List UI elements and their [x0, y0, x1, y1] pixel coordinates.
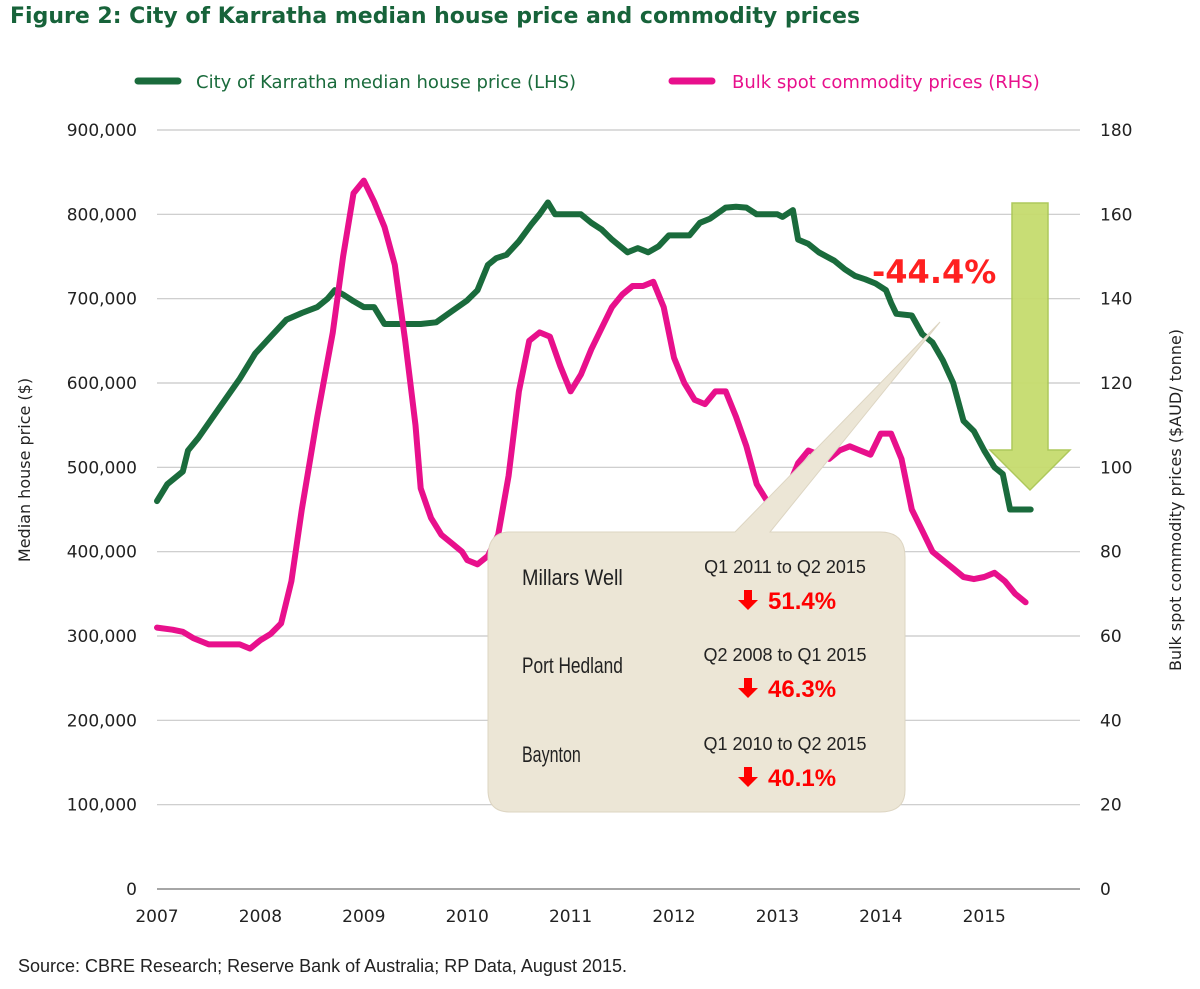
right-tick-label: 120 [1100, 374, 1132, 394]
left-tick-label: 500,000 [67, 458, 137, 478]
decline-arrow [988, 202, 1072, 492]
left-tick-label: 600,000 [67, 374, 137, 394]
x-tick-label: 2012 [652, 907, 695, 927]
left-axis-title: Median house price ($) [15, 378, 34, 562]
right-tick-label: 180 [1100, 121, 1132, 141]
figure-title: Figure 2: City of Karratha median house … [10, 4, 861, 29]
decline-annotation: -44.4% [872, 253, 996, 291]
series-line-house-price [154, 199, 1034, 513]
down-arrow-icon [738, 590, 758, 610]
left-tick-label: 200,000 [67, 711, 137, 731]
legend-label-commodity: Bulk spot commodity prices (RHS) [732, 72, 1040, 93]
right-tick-label: 80 [1100, 543, 1122, 563]
right-tick-label: 160 [1100, 205, 1132, 225]
callout-rows: Millars Well Q1 2011 to Q2 2015 51.4% Port … [522, 557, 867, 792]
left-tick-label: 300,000 [67, 627, 137, 647]
left-tick-label: 400,000 [67, 543, 137, 563]
right-axis-ticks: 0 20 40 60 80 100 120 140 160 180 [1100, 121, 1132, 900]
source-note: Source: CBRE Research; Reserve Bank of A… [18, 956, 627, 976]
legend-label-house-price: City of Karratha median house price (LHS… [196, 72, 576, 93]
right-tick-label: 20 [1100, 796, 1122, 816]
x-tick-label: 2013 [756, 907, 799, 927]
callout-suburb: Millars Well [522, 565, 623, 590]
down-arrow-icon [738, 678, 758, 698]
x-tick-label: 2015 [963, 907, 1006, 927]
callout-suburb: Port Hedland [522, 653, 623, 678]
x-axis-ticks: 2007 2008 2009 2010 2011 2012 2013 2014 2015 [135, 907, 1005, 927]
down-arrow-icon [738, 767, 758, 787]
legend: City of Karratha median house price (LHS… [134, 72, 1040, 93]
right-tick-label: 40 [1100, 711, 1122, 731]
x-tick-label: 2010 [446, 907, 489, 927]
callout-period: Q1 2011 to Q2 2015 [704, 557, 866, 577]
x-tick-label: 2007 [135, 907, 178, 927]
callout-change: 46.3% [768, 676, 836, 703]
left-tick-label: 800,000 [67, 205, 137, 225]
right-tick-label: 140 [1100, 290, 1132, 310]
left-tick-label: 100,000 [67, 796, 137, 816]
left-tick-label: 0 [126, 880, 137, 900]
left-tick-label: 900,000 [67, 121, 137, 141]
x-tick-label: 2011 [549, 907, 592, 927]
x-tick-label: 2008 [239, 907, 282, 927]
series-line-commodity [154, 177, 1029, 652]
left-tick-label: 700,000 [67, 290, 137, 310]
x-tick-label: 2009 [342, 907, 385, 927]
right-tick-label: 60 [1100, 627, 1122, 647]
callout-box: Millars Well Q1 2011 to Q2 2015 51.4% Port … [487, 321, 941, 813]
x-tick-label: 2014 [859, 907, 902, 927]
callout-period: Q1 2010 to Q2 2015 [703, 734, 866, 754]
right-tick-label: 0 [1100, 880, 1111, 900]
right-axis-title: Bulk spot commodity prices ($AUD/ tonne) [1166, 329, 1185, 671]
callout-change: 40.1% [768, 765, 836, 792]
left-axis-ticks: 0 100,000 200,000 300,000 400,000 500,000 600,… [67, 121, 137, 900]
callout-period: Q2 2008 to Q1 2015 [703, 645, 866, 665]
callout-change: 51.4% [768, 588, 836, 615]
right-tick-label: 100 [1100, 458, 1132, 478]
series-layer [154, 177, 1034, 652]
callout-suburb: Baynton [522, 742, 581, 767]
